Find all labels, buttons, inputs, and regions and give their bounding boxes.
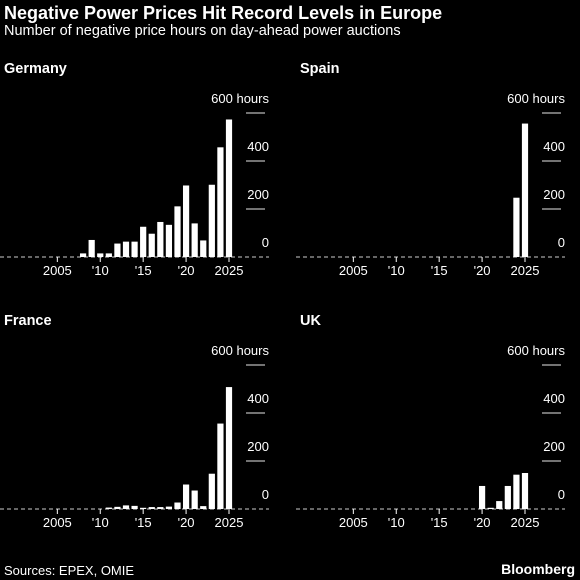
bar-france-2025 — [225, 387, 233, 509]
y-tick-label: 0 — [558, 235, 565, 250]
bar-france-2022 — [200, 506, 207, 509]
bar-france-2018 — [165, 506, 173, 509]
bar-france-2024 — [217, 423, 224, 509]
x-tick-label: '15 — [135, 515, 152, 530]
bar-spain-2025 — [521, 123, 529, 257]
bar-france-2021 — [191, 490, 198, 509]
bar-france-2023 — [208, 473, 215, 509]
bar-france-2015 — [140, 507, 147, 509]
chart-title: Negative Power Prices Hit Record Levels … — [4, 3, 443, 23]
bar-spain-2024 — [513, 197, 520, 257]
x-tick-label: '10 — [388, 515, 405, 530]
bar-uk-2025 — [521, 473, 529, 509]
y-tick-label: 600 hours — [211, 91, 269, 106]
chart-subtitle: Number of negative price hours on day-ah… — [4, 23, 401, 39]
bar-germany-2018 — [165, 224, 173, 257]
bar-france-2017 — [157, 507, 164, 509]
bar-germany-2011 — [105, 253, 112, 257]
bar-france-2019 — [174, 502, 181, 509]
x-tick-label: 2025 — [511, 263, 540, 278]
x-tick-label: 2005 — [43, 263, 72, 278]
panel-title-france: France — [4, 313, 52, 329]
source-note: Sources: EPEX, OMIE — [4, 563, 135, 578]
x-tick-label: '10 — [92, 263, 109, 278]
bar-france-2020 — [182, 484, 190, 509]
bar-germany-2015 — [140, 226, 147, 257]
panel-spain: Spain 0 200 400 600 hours 2005 '10 '15 '20 2025 — [296, 61, 565, 278]
y-tick-label: 200 — [247, 439, 269, 454]
y-tick-label: 200 — [543, 187, 565, 202]
y-tick-label: 0 — [262, 487, 269, 502]
panel-germany: Germany 0 200 400 600 hours 2005 '10 '15 '20 2025 — [0, 61, 269, 278]
bar-france-2011 — [105, 507, 112, 509]
bar-uk-2021 — [487, 507, 494, 509]
y-tick-label: 200 — [543, 439, 565, 454]
bar-uk-2024 — [513, 474, 520, 509]
panel-uk: UK 0 200 400 600 hours 2005 '10 '15 '20 2025 — [296, 313, 565, 530]
bar-germany-2019 — [174, 206, 181, 257]
x-tick-label: '20 — [178, 515, 195, 530]
x-tick-label: '10 — [388, 263, 405, 278]
bar-uk-2020 — [478, 485, 486, 509]
bar-germany-2009 — [88, 239, 95, 257]
y-tick-label: 0 — [262, 235, 269, 250]
y-tick-label: 400 — [247, 391, 269, 406]
x-tick-label: 2005 — [339, 263, 368, 278]
x-tick-label: 2005 — [43, 515, 72, 530]
x-tick-label: '15 — [431, 515, 448, 530]
x-tick-label: '15 — [135, 263, 152, 278]
y-tick-label: 400 — [543, 391, 565, 406]
y-tick-label: 600 hours — [507, 91, 565, 106]
bloomberg-logo: Bloomberg — [501, 561, 575, 577]
bar-france-2014 — [131, 505, 138, 509]
y-tick-label: 200 — [247, 187, 269, 202]
panel-france: France 0 200 400 600 hours 2005 '10 '15 '20 2025 — [0, 313, 269, 530]
y-tick-label: 0 — [558, 487, 565, 502]
bar-germany-2021 — [191, 223, 198, 257]
x-tick-label: 2005 — [339, 515, 368, 530]
bar-uk-2023 — [504, 485, 511, 509]
x-tick-label: '15 — [431, 263, 448, 278]
bar-germany-2022 — [200, 240, 207, 257]
panel-title-germany: Germany — [4, 61, 67, 77]
bar-germany-2014 — [131, 241, 138, 257]
y-tick-label: 600 hours — [507, 343, 565, 358]
bar-germany-2017 — [157, 221, 164, 257]
panel-title-spain: Spain — [300, 61, 339, 77]
bar-germany-2012 — [114, 243, 121, 257]
x-tick-label: 2025 — [215, 515, 244, 530]
bar-uk-2022 — [496, 501, 503, 509]
y-tick-label: 600 hours — [211, 343, 269, 358]
x-tick-label: 2025 — [215, 263, 244, 278]
x-tick-label: '20 — [474, 263, 491, 278]
bar-germany-2013 — [122, 241, 130, 257]
bar-germany-2020 — [182, 185, 190, 257]
bar-germany-2010 — [97, 253, 104, 257]
x-tick-label: 2025 — [511, 515, 540, 530]
x-tick-label: '10 — [92, 515, 109, 530]
bar-france-2013 — [122, 505, 130, 509]
bar-france-2012 — [114, 506, 121, 509]
bar-germany-2008 — [79, 253, 87, 257]
bar-germany-2023 — [208, 184, 215, 257]
bar-germany-2024 — [217, 147, 224, 257]
x-tick-label: '20 — [474, 515, 491, 530]
y-tick-label: 400 — [247, 139, 269, 154]
x-tick-label: '20 — [178, 263, 195, 278]
bar-france-2016 — [148, 507, 155, 509]
bar-germany-2025 — [225, 119, 233, 257]
bar-germany-2016 — [148, 233, 155, 257]
panel-title-uk: UK — [300, 313, 321, 329]
y-tick-label: 400 — [543, 139, 565, 154]
